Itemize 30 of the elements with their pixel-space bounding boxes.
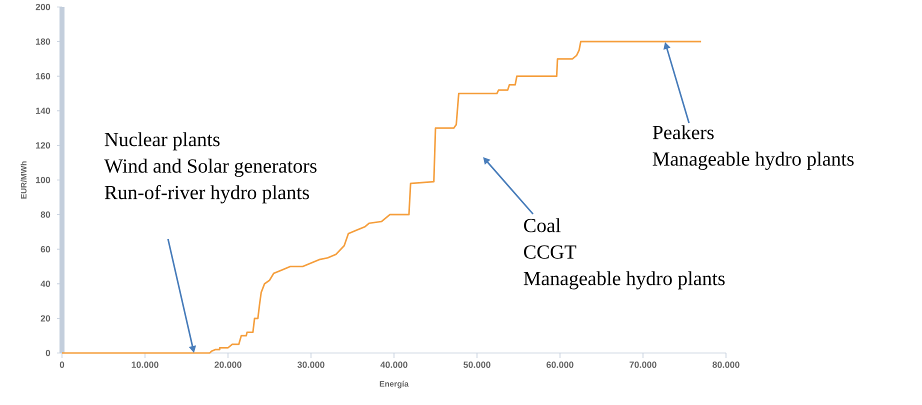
annotation: Manageable hydro plants <box>652 152 854 170</box>
y-tick-label: 40 <box>40 280 50 287</box>
y-axis-title: EUR/MWh <box>20 161 27 199</box>
y-tick-label: 80 <box>40 211 50 218</box>
y-tick-label: 100 <box>36 176 50 184</box>
annotation: Manageable hydro plants <box>524 271 725 290</box>
annotation: Peakers <box>652 125 714 140</box>
x-axis-title: Energía <box>380 380 409 388</box>
x-tick-label: 40.000 <box>380 362 408 368</box>
annotation: CCGT <box>524 245 576 259</box>
x-tick-label: 50.000 <box>464 362 490 368</box>
y-tick-label: 140 <box>36 108 50 114</box>
y-tick-label: 180 <box>36 38 50 45</box>
x-tick-label: 30.000 <box>297 362 324 368</box>
x-tick-label: 20.000 <box>214 362 242 368</box>
annotation: Run-of-river hydro plants <box>104 184 310 204</box>
x-tick-label: 80.000 <box>712 362 740 368</box>
y-tick-label: 60 <box>40 246 50 252</box>
annotation: Wind and Solar generators <box>104 158 317 177</box>
x-tick-label: 0 <box>60 362 64 368</box>
annotation: Coal <box>524 218 561 232</box>
y-tick-label: 120 <box>36 142 50 149</box>
x-tick-label: 60.000 <box>546 362 574 368</box>
y-tick-label: 20 <box>40 315 50 322</box>
x-tick-label: 10.000 <box>132 362 158 368</box>
y-tick-label: 160 <box>36 73 50 80</box>
y-tick-label: 200 <box>36 4 50 10</box>
y-tick-label: 0 <box>46 350 50 356</box>
annotation: Nuclear plants <box>104 132 220 150</box>
x-tick-label: 70.000 <box>630 362 656 368</box>
